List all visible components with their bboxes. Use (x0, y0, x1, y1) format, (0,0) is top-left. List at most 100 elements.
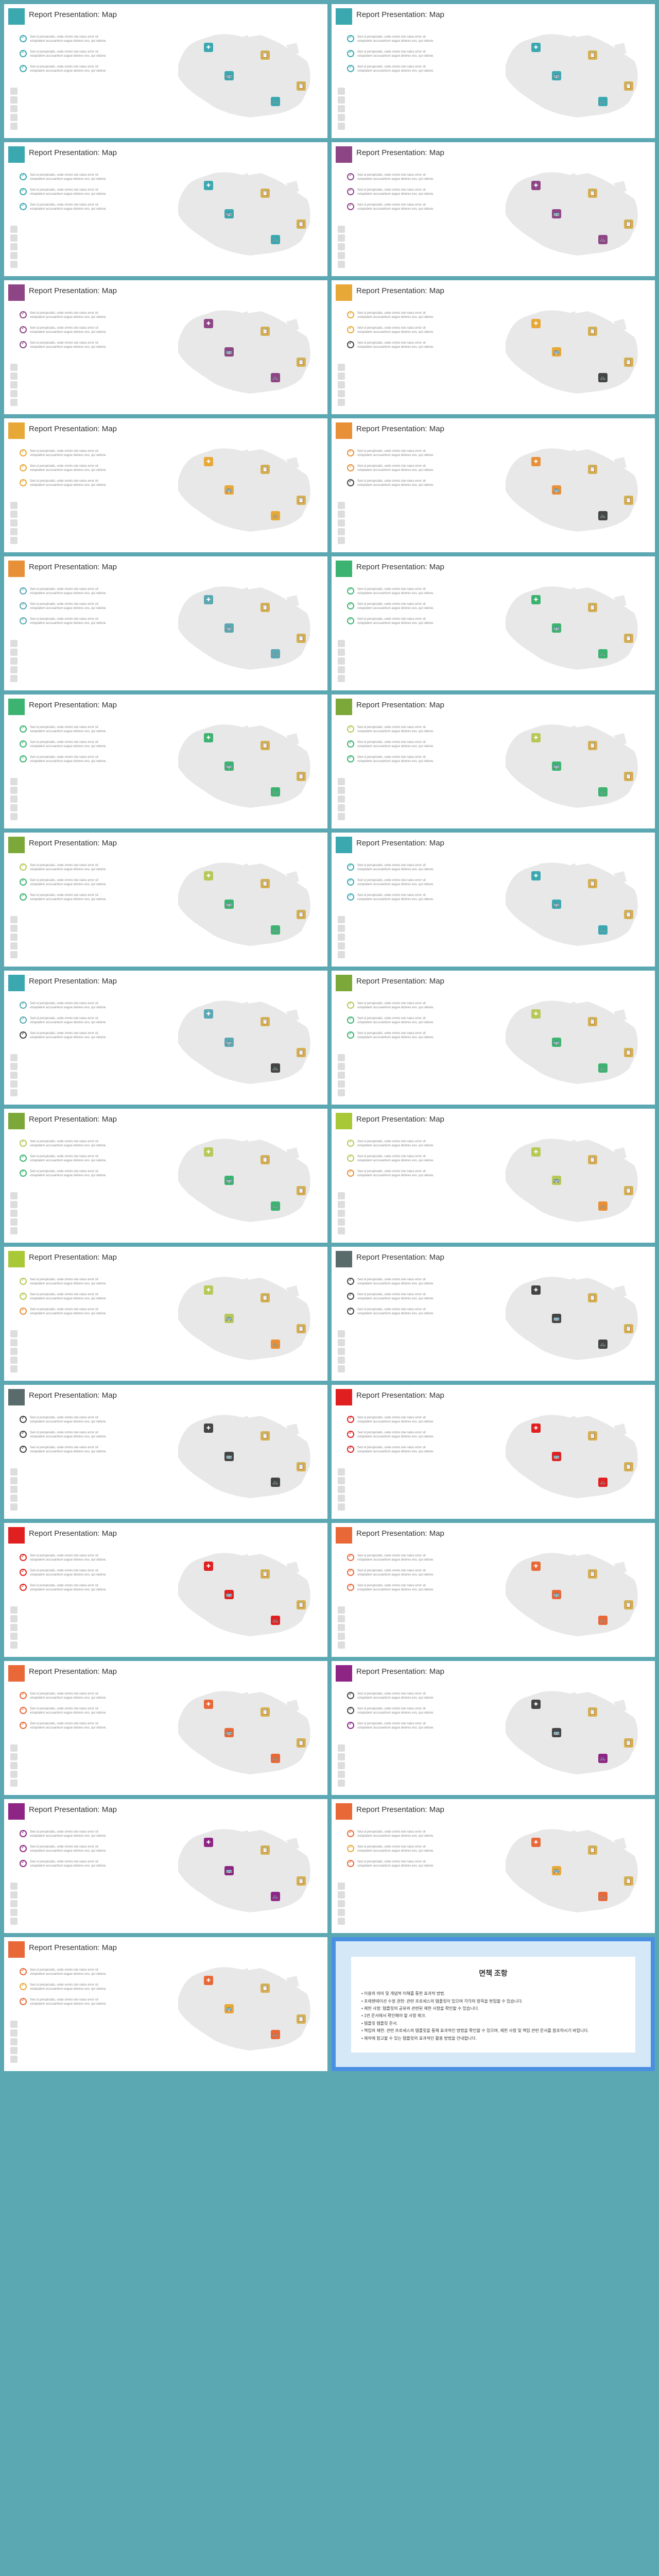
map-marker: 📋 (261, 1984, 270, 1993)
map-marker: 🚌 (552, 1728, 561, 1737)
map-marker: ✚ (204, 43, 213, 52)
slide-title: Report Presentation: Map (356, 10, 444, 19)
social-icon (10, 934, 18, 941)
bullet-item: Sed ut perspiciatis, unde omnis iste nat… (347, 1569, 440, 1578)
social-icons (10, 88, 18, 130)
social-icon (10, 1210, 18, 1217)
bullet-text: Sed ut perspiciatis, unde omnis iste nat… (30, 617, 112, 626)
map-marker: ✚ (531, 1562, 541, 1571)
check-icon (20, 878, 27, 886)
social-icon (338, 1089, 345, 1096)
slide: Report Presentation: Map Sed ut perspici… (4, 280, 327, 414)
map-marker: 📋 (297, 1462, 306, 1471)
map-marker: 🚲 (271, 787, 280, 796)
social-icons (338, 364, 345, 406)
bullet-text: Sed ut perspiciatis, unde omnis iste nat… (357, 326, 440, 335)
bullet-item: Sed ut perspiciatis, unde omnis iste nat… (20, 449, 112, 458)
bullet-item: Sed ut perspiciatis, unde omnis iste nat… (20, 1308, 112, 1316)
map-marker: 🚲 (271, 2030, 280, 2039)
social-icon (10, 1744, 18, 1752)
bullet-text: Sed ut perspiciatis, unde omnis iste nat… (30, 1584, 112, 1592)
bullet-text: Sed ut perspiciatis, unde omnis iste nat… (357, 878, 440, 887)
social-icon (338, 1063, 345, 1070)
bullet-item: Sed ut perspiciatis, unde omnis iste nat… (347, 587, 440, 596)
bullet-item: Sed ut perspiciatis, unde omnis iste nat… (347, 1554, 440, 1563)
social-icon (10, 1780, 18, 1787)
bullet-text: Sed ut perspiciatis, unde omnis iste nat… (30, 479, 112, 488)
map-marker: 🚌 (552, 900, 561, 909)
social-icon (10, 105, 18, 112)
map-marker: 📋 (261, 603, 270, 612)
social-icon (10, 390, 18, 397)
bullet-list: Sed ut perspiciatis, unde omnis iste nat… (347, 587, 440, 632)
map-marker: 📋 (588, 1569, 597, 1579)
map-marker: 📋 (297, 772, 306, 781)
map-container: ✚🚌🚲📋📋 (168, 1129, 322, 1232)
bullet-list: Sed ut perspiciatis, unde omnis iste nat… (20, 1554, 112, 1598)
bullet-list: Sed ut perspiciatis, unde omnis iste nat… (20, 173, 112, 217)
bullet-text: Sed ut perspiciatis, unde omnis iste nat… (30, 1860, 112, 1869)
check-icon (347, 1722, 354, 1729)
map-marker: ✚ (204, 595, 213, 604)
slide: Report Presentation: Map Sed ut perspici… (4, 4, 327, 138)
social-icons (338, 1192, 345, 1234)
social-icon (338, 1633, 345, 1640)
social-icon (338, 1753, 345, 1760)
bullet-list: Sed ut perspiciatis, unde omnis iste nat… (347, 1002, 440, 1046)
check-icon (20, 602, 27, 609)
check-icon (20, 1692, 27, 1699)
bullet-text: Sed ut perspiciatis, unde omnis iste nat… (357, 1845, 440, 1854)
bullet-text: Sed ut perspiciatis, unde omnis iste nat… (30, 1002, 112, 1010)
bullet-item: Sed ut perspiciatis, unde omnis iste nat… (20, 1140, 112, 1148)
map-marker: 🚲 (271, 97, 280, 106)
map-marker: 🚲 (598, 787, 608, 796)
check-icon (20, 203, 27, 210)
bullet-item: Sed ut perspiciatis, unde omnis iste nat… (347, 1860, 440, 1869)
bullet-list: Sed ut perspiciatis, unde omnis iste nat… (347, 311, 440, 355)
map-container: ✚🚌🚲📋📋 (168, 1958, 322, 2061)
social-icon (338, 1477, 345, 1484)
bullet-text: Sed ut perspiciatis, unde omnis iste nat… (30, 449, 112, 458)
social-icon (338, 1909, 345, 1916)
map-marker: 🚌 (552, 1452, 561, 1461)
check-icon (347, 893, 354, 901)
bullet-item: Sed ut perspiciatis, unde omnis iste nat… (20, 1968, 112, 1977)
map-marker: 🚌 (224, 1452, 234, 1461)
check-icon (20, 1308, 27, 1315)
map-container: ✚🚌🚲📋📋 (495, 1820, 650, 1923)
map-marker: ✚ (204, 1838, 213, 1847)
map-marker: 🚲 (598, 925, 608, 935)
slide: Report Presentation: Map Sed ut perspici… (332, 1661, 655, 1795)
social-icons (338, 1054, 345, 1096)
social-icons (338, 640, 345, 682)
check-icon (347, 1170, 354, 1177)
bullet-list: Sed ut perspiciatis, unde omnis iste nat… (20, 449, 112, 494)
map-marker: 🚲 (271, 649, 280, 658)
social-icon (338, 1201, 345, 1208)
social-icon (338, 666, 345, 673)
map-marker: 🚲 (271, 1892, 280, 1901)
check-icon (347, 878, 354, 886)
bullet-text: Sed ut perspiciatis, unde omnis iste nat… (357, 1308, 440, 1316)
slide: Report Presentation: Map Sed ut perspici… (4, 142, 327, 276)
map-marker: 📋 (624, 1048, 633, 1057)
bullet-item: Sed ut perspiciatis, unde omnis iste nat… (347, 1845, 440, 1854)
map-marker: 📋 (624, 1876, 633, 1886)
bullet-list: Sed ut perspiciatis, unde omnis iste nat… (347, 173, 440, 217)
accent-square (336, 561, 352, 577)
social-icons (10, 364, 18, 406)
bullet-item: Sed ut perspiciatis, unde omnis iste nat… (347, 725, 440, 734)
bullet-list: Sed ut perspiciatis, unde omnis iste nat… (347, 1416, 440, 1460)
bullet-item: Sed ut perspiciatis, unde omnis iste nat… (20, 602, 112, 611)
map-marker: 🚌 (224, 347, 234, 357)
slide: Report Presentation: Map Sed ut perspici… (4, 1247, 327, 1381)
map-container: ✚🚌🚲📋📋 (495, 991, 650, 1094)
bullet-list: Sed ut perspiciatis, unde omnis iste nat… (347, 863, 440, 908)
social-icon (338, 925, 345, 932)
check-icon (20, 863, 27, 871)
bullet-text: Sed ut perspiciatis, unde omnis iste nat… (357, 341, 440, 350)
bullet-item: Sed ut perspiciatis, unde omnis iste nat… (347, 1830, 440, 1839)
check-icon (20, 1155, 27, 1162)
bullet-item: Sed ut perspiciatis, unde omnis iste nat… (347, 1722, 440, 1731)
map-marker: 🚌 (224, 623, 234, 633)
